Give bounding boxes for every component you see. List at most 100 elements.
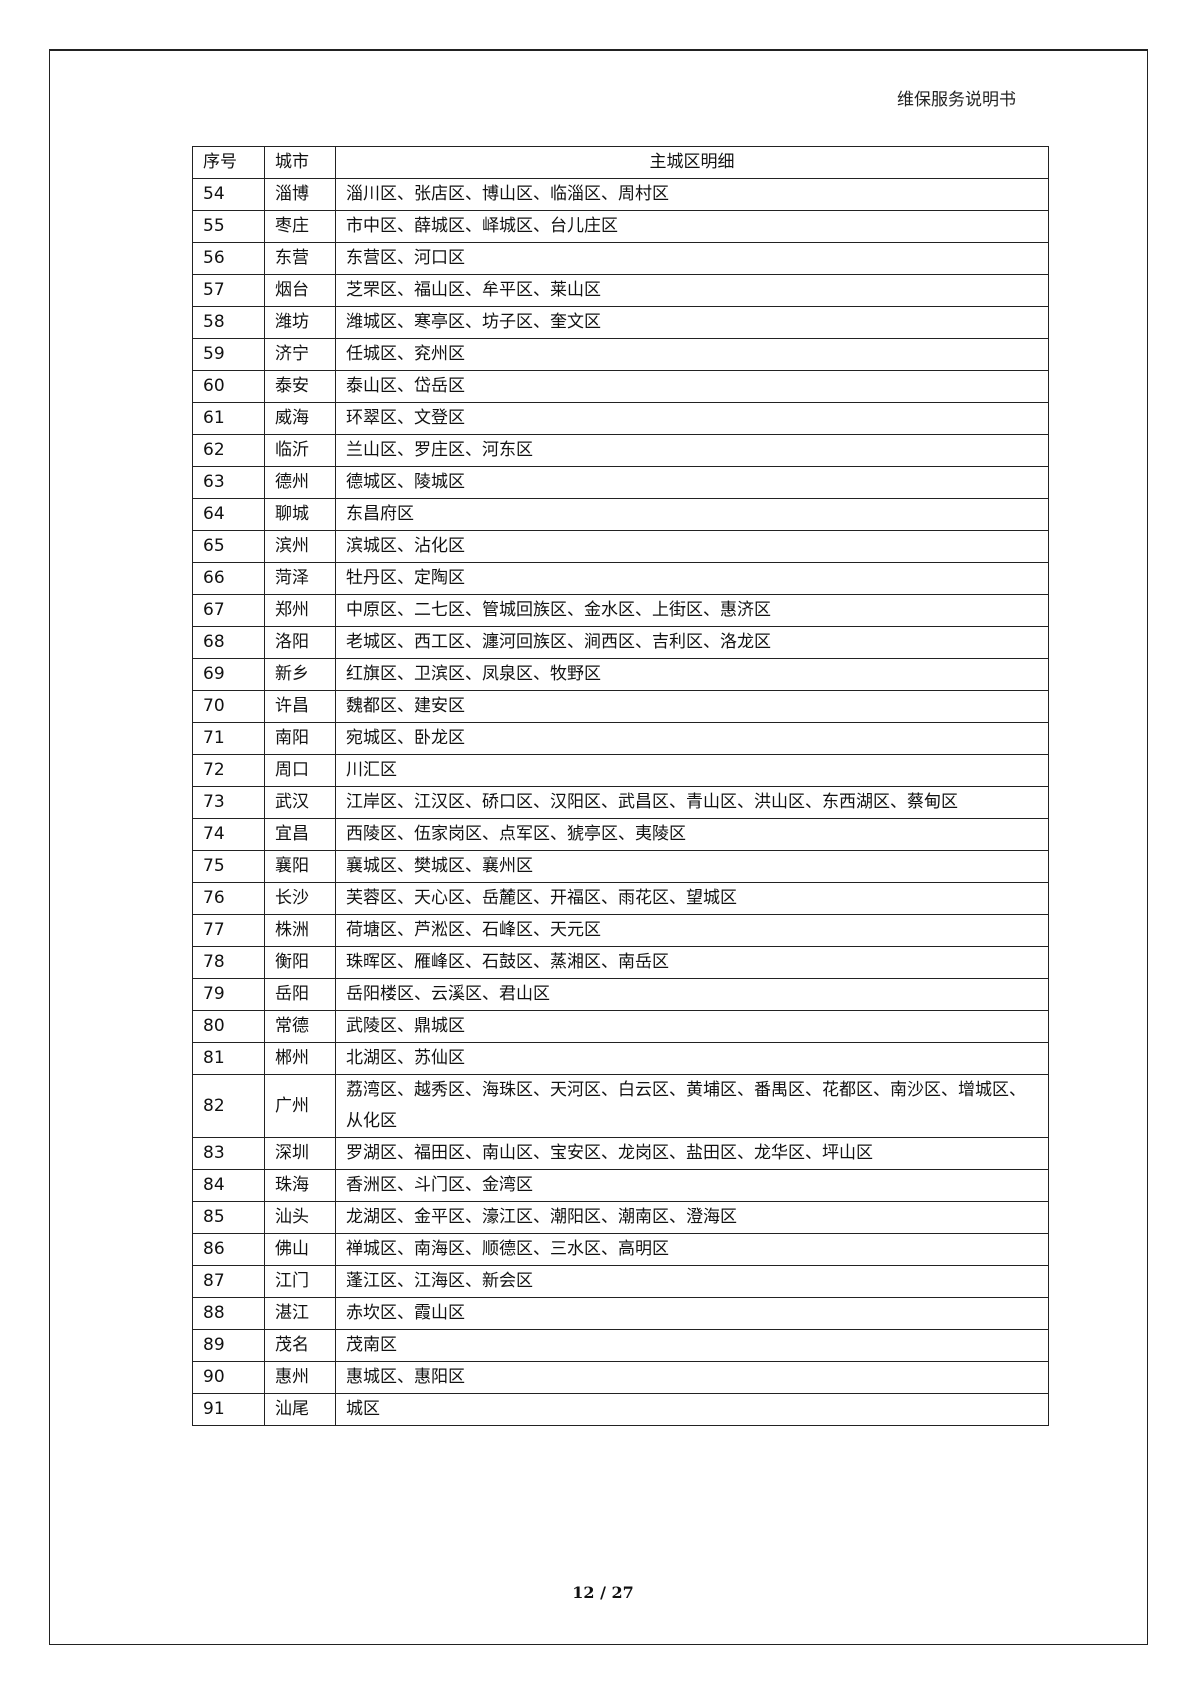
row-districts: 魏都区、建安区 <box>335 690 1049 723</box>
row-city: 常德 <box>264 1010 336 1043</box>
row-districts: 牡丹区、定陶区 <box>335 562 1049 595</box>
table-row: 74 宜昌 西陵区、伍家岗区、点军区、猇亭区、夷陵区 <box>192 818 1049 851</box>
row-index: 72 <box>192 754 265 787</box>
row-city: 威海 <box>264 402 336 435</box>
table-row: 61 威海 环翠区、文登区 <box>192 402 1049 435</box>
table-row: 71 南阳 宛城区、卧龙区 <box>192 722 1049 755</box>
row-city: 深圳 <box>264 1137 336 1170</box>
table-row: 79 岳阳 岳阳楼区、云溪区、君山区 <box>192 978 1049 1011</box>
table-row: 81 郴州 北湖区、苏仙区 <box>192 1042 1049 1075</box>
table-row: 66 菏泽 牡丹区、定陶区 <box>192 562 1049 595</box>
table-row: 80 常德 武陵区、鼎城区 <box>192 1010 1049 1043</box>
table-row: 63 德州 德城区、陵城区 <box>192 466 1049 499</box>
row-index: 56 <box>192 242 265 275</box>
table-row: 70 许昌 魏都区、建安区 <box>192 690 1049 723</box>
table-row: 69 新乡 红旗区、卫滨区、凤泉区、牧野区 <box>192 658 1049 691</box>
row-city: 广州 <box>264 1074 336 1138</box>
row-districts: 珠晖区、雁峰区、石鼓区、蒸湘区、南岳区 <box>335 946 1049 979</box>
row-index: 61 <box>192 402 265 435</box>
row-city: 东营 <box>264 242 336 275</box>
row-index: 87 <box>192 1265 265 1298</box>
table-row: 58 潍坊 潍城区、寒亭区、坊子区、奎文区 <box>192 306 1049 339</box>
row-districts: 泰山区、岱岳区 <box>335 370 1049 403</box>
column-header-index: 序号 <box>192 146 265 179</box>
row-city: 烟台 <box>264 274 336 307</box>
row-districts: 武陵区、鼎城区 <box>335 1010 1049 1043</box>
row-index: 54 <box>192 178 265 211</box>
table-row: 90 惠州 惠城区、惠阳区 <box>192 1361 1049 1394</box>
row-districts: 香洲区、斗门区、金湾区 <box>335 1169 1049 1202</box>
row-city: 周口 <box>264 754 336 787</box>
row-index: 84 <box>192 1169 265 1202</box>
table-row: 73 武汉 江岸区、江汉区、硚口区、汉阳区、武昌区、青山区、洪山区、东西湖区、蔡甸区 <box>192 786 1049 819</box>
row-city: 珠海 <box>264 1169 336 1202</box>
table-row: 72 周口 川汇区 <box>192 754 1049 787</box>
row-districts: 芙蓉区、天心区、岳麓区、开福区、雨花区、望城区 <box>335 882 1049 915</box>
row-districts: 任城区、兖州区 <box>335 338 1049 371</box>
row-city: 宜昌 <box>264 818 336 851</box>
row-districts: 滨城区、沾化区 <box>335 530 1049 563</box>
row-districts: 淄川区、张店区、博山区、临淄区、周村区 <box>335 178 1049 211</box>
column-header-districts: 主城区明细 <box>335 146 1049 179</box>
table-row: 75 襄阳 襄城区、樊城区、襄州区 <box>192 850 1049 883</box>
row-index: 67 <box>192 594 265 627</box>
row-districts: 禅城区、南海区、顺德区、三水区、高明区 <box>335 1233 1049 1266</box>
row-city: 株洲 <box>264 914 336 947</box>
table-row: 54 淄博 淄川区、张店区、博山区、临淄区、周村区 <box>192 178 1049 211</box>
row-districts: 市中区、薛城区、峄城区、台儿庄区 <box>335 210 1049 243</box>
table-row: 59 济宁 任城区、兖州区 <box>192 338 1049 371</box>
row-districts: 西陵区、伍家岗区、点军区、猇亭区、夷陵区 <box>335 818 1049 851</box>
row-districts: 宛城区、卧龙区 <box>335 722 1049 755</box>
table-row: 91 汕尾 城区 <box>192 1393 1049 1426</box>
row-index: 83 <box>192 1137 265 1170</box>
row-index: 86 <box>192 1233 265 1266</box>
row-city: 临沂 <box>264 434 336 467</box>
row-districts: 兰山区、罗庄区、河东区 <box>335 434 1049 467</box>
row-index: 75 <box>192 850 265 883</box>
column-header-city: 城市 <box>264 146 336 179</box>
row-city: 许昌 <box>264 690 336 723</box>
table-row: 77 株洲 荷塘区、芦淞区、石峰区、天元区 <box>192 914 1049 947</box>
row-districts: 中原区、二七区、管城回族区、金水区、上街区、惠济区 <box>335 594 1049 627</box>
districts-table: 序号 城市 主城区明细 54 淄博 淄川区、张店区、博山区、临淄区、周村区 55 枣庄市… <box>192 146 1049 1426</box>
table-row: 60 泰安 泰山区、岱岳区 <box>192 370 1049 403</box>
row-index: 77 <box>192 914 265 947</box>
table-row: 85 汕头 龙湖区、金平区、濠江区、潮阳区、潮南区、澄海区 <box>192 1201 1049 1234</box>
row-index: 60 <box>192 370 265 403</box>
row-districts: 荷塘区、芦淞区、石峰区、天元区 <box>335 914 1049 947</box>
row-city: 郑州 <box>264 594 336 627</box>
row-index: 64 <box>192 498 265 531</box>
row-city: 泰安 <box>264 370 336 403</box>
table-row: 68 洛阳 老城区、西工区、瀍河回族区、涧西区、吉利区、洛龙区 <box>192 626 1049 659</box>
row-index: 66 <box>192 562 265 595</box>
page-border <box>49 49 1148 1645</box>
row-index: 58 <box>192 306 265 339</box>
table-header-row: 序号 城市 主城区明细 <box>192 146 1049 179</box>
table-row: 83 深圳 罗湖区、福田区、南山区、宝安区、龙岗区、盐田区、龙华区、坪山区 <box>192 1137 1049 1170</box>
row-city: 江门 <box>264 1265 336 1298</box>
row-index: 82 <box>192 1074 265 1138</box>
table-row: 88 湛江 赤坎区、霞山区 <box>192 1297 1049 1330</box>
row-index: 73 <box>192 786 265 819</box>
row-city: 汕头 <box>264 1201 336 1234</box>
row-districts: 龙湖区、金平区、濠江区、潮阳区、潮南区、澄海区 <box>335 1201 1049 1234</box>
row-districts: 惠城区、惠阳区 <box>335 1361 1049 1394</box>
table-row: 55 枣庄 市中区、薛城区、峄城区、台儿庄区 <box>192 210 1049 243</box>
row-city: 惠州 <box>264 1361 336 1394</box>
row-city: 湛江 <box>264 1297 336 1330</box>
row-districts: 北湖区、苏仙区 <box>335 1042 1049 1075</box>
table-row: 78 衡阳 珠晖区、雁峰区、石鼓区、蒸湘区、南岳区 <box>192 946 1049 979</box>
row-index: 80 <box>192 1010 265 1043</box>
table-row: 87 江门 蓬江区、江海区、新会区 <box>192 1265 1049 1298</box>
row-index: 63 <box>192 466 265 499</box>
row-index: 69 <box>192 658 265 691</box>
row-index: 71 <box>192 722 265 755</box>
row-districts: 老城区、西工区、瀍河回族区、涧西区、吉利区、洛龙区 <box>335 626 1049 659</box>
row-index: 57 <box>192 274 265 307</box>
row-districts: 东昌府区 <box>335 498 1049 531</box>
row-city: 汕尾 <box>264 1393 336 1426</box>
row-districts: 罗湖区、福田区、南山区、宝安区、龙岗区、盐田区、龙华区、坪山区 <box>335 1137 1049 1170</box>
row-city: 枣庄 <box>264 210 336 243</box>
row-districts: 红旗区、卫滨区、凤泉区、牧野区 <box>335 658 1049 691</box>
row-districts: 东营区、河口区 <box>335 242 1049 275</box>
